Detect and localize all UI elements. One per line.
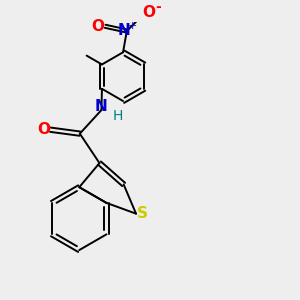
- Text: H: H: [113, 109, 123, 123]
- Text: O: O: [37, 122, 50, 137]
- Text: N: N: [117, 23, 130, 38]
- Text: S: S: [136, 206, 147, 221]
- Text: -: -: [155, 0, 161, 14]
- Text: O: O: [143, 5, 156, 20]
- Text: +: +: [128, 21, 137, 31]
- Text: O: O: [92, 19, 105, 34]
- Text: N: N: [95, 99, 108, 114]
